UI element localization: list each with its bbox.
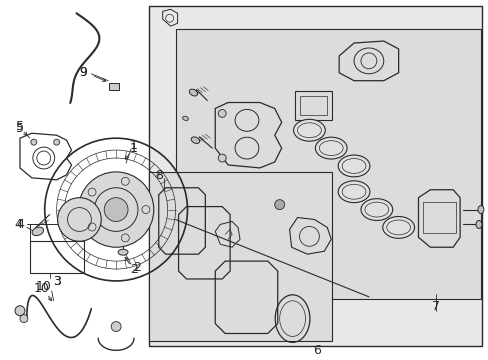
Text: 5: 5 xyxy=(16,120,24,133)
Ellipse shape xyxy=(382,216,414,238)
Circle shape xyxy=(54,139,60,145)
Circle shape xyxy=(20,315,28,323)
Circle shape xyxy=(111,321,121,332)
Bar xyxy=(299,95,326,116)
Circle shape xyxy=(274,200,284,210)
Circle shape xyxy=(218,109,225,117)
Ellipse shape xyxy=(360,199,392,220)
Text: 10: 10 xyxy=(34,282,50,295)
Ellipse shape xyxy=(315,137,346,159)
Bar xyxy=(175,29,480,299)
Bar xyxy=(148,172,331,341)
Circle shape xyxy=(15,306,25,316)
Ellipse shape xyxy=(191,137,199,144)
Text: 2: 2 xyxy=(133,261,141,274)
Ellipse shape xyxy=(118,249,128,255)
Ellipse shape xyxy=(338,181,369,203)
Bar xyxy=(30,241,84,273)
Ellipse shape xyxy=(475,220,481,228)
Ellipse shape xyxy=(32,227,43,236)
Text: 9: 9 xyxy=(80,66,87,79)
Text: 6: 6 xyxy=(313,344,321,357)
Bar xyxy=(294,91,331,120)
Text: 4: 4 xyxy=(14,218,22,231)
Text: 3: 3 xyxy=(53,275,61,288)
Circle shape xyxy=(78,172,154,247)
Circle shape xyxy=(31,139,37,145)
Circle shape xyxy=(58,198,101,241)
Circle shape xyxy=(104,198,128,221)
Bar xyxy=(109,83,119,90)
Text: 10: 10 xyxy=(36,280,52,293)
Text: 9: 9 xyxy=(80,66,87,79)
Text: 4: 4 xyxy=(16,218,24,231)
Ellipse shape xyxy=(293,120,325,141)
Ellipse shape xyxy=(189,89,197,96)
Text: 1: 1 xyxy=(130,141,138,154)
Ellipse shape xyxy=(182,116,188,121)
Ellipse shape xyxy=(477,206,483,213)
Text: 1: 1 xyxy=(130,139,138,152)
Text: 2: 2 xyxy=(130,262,138,275)
Text: 7: 7 xyxy=(431,300,439,313)
Bar xyxy=(148,6,481,346)
Ellipse shape xyxy=(338,155,369,177)
Circle shape xyxy=(218,154,225,162)
Text: 5: 5 xyxy=(16,122,24,135)
Text: 3: 3 xyxy=(53,275,61,288)
Text: 8: 8 xyxy=(154,169,163,183)
